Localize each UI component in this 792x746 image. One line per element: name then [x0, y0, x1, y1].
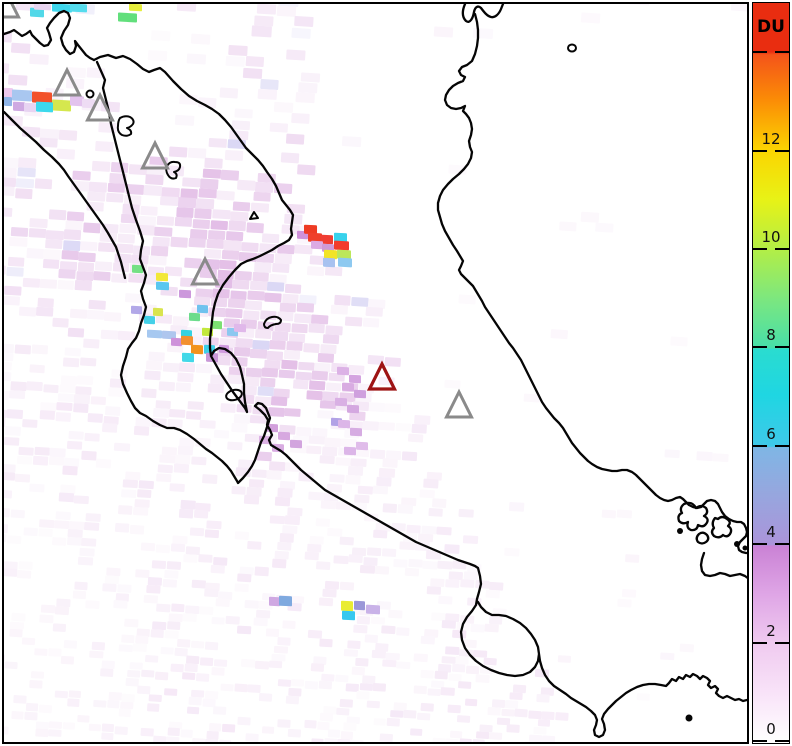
colorbar-units-label: DU — [757, 17, 785, 37]
raster-tile — [390, 743, 403, 744]
lakelet-ring — [85, 89, 95, 99]
raster-tile — [403, 743, 416, 744]
colorbar-tick — [775, 444, 789, 447]
lagoon-ring — [225, 388, 243, 402]
colorbar-tick-label: 8 — [766, 326, 776, 345]
colorbar-tick — [775, 641, 789, 644]
raster-tile — [271, 743, 284, 744]
colorbar-tick — [775, 346, 789, 349]
coastline-east-coast — [436, 12, 747, 555]
raster-tile — [2, 124, 3, 135]
raster-tile — [2, 567, 3, 576]
colorbar-tick — [753, 51, 767, 54]
colorbar-tick — [775, 51, 789, 54]
colorbar-tick — [753, 149, 767, 152]
coastline-gulf-northwest — [4, 9, 96, 62]
colorbar-tick — [753, 248, 767, 250]
colorbar-tick — [753, 346, 767, 349]
volcano-marker-icon — [190, 255, 220, 286]
colorbar-tick — [775, 248, 789, 250]
colorbar: DU 12 10 8 6 4 2 0 — [752, 2, 790, 744]
raster-tile — [512, 742, 525, 744]
colorbar-tick — [753, 543, 767, 546]
islet — [742, 545, 747, 551]
coastline-overlay — [4, 4, 747, 739]
raster-tile — [524, 741, 538, 742]
coastline-mainland-strait — [4, 110, 127, 280]
map-panel — [2, 2, 749, 744]
islet-ring — [567, 43, 577, 53]
lake-triangle — [249, 211, 259, 220]
colorbar-tick-label: 10 — [761, 228, 781, 246]
lake-bean — [263, 315, 282, 329]
lake-hook — [165, 160, 182, 180]
coastline-southeast-shore — [699, 551, 747, 579]
lake-north — [116, 115, 135, 137]
colorbar-tick-label: 12 — [761, 129, 781, 148]
colorbar-tick — [775, 543, 789, 546]
colorbar-tick-label: 2 — [766, 621, 776, 640]
islet — [685, 714, 693, 722]
islet — [677, 528, 683, 534]
coastline-west-coast — [95, 60, 747, 739]
colorbar-tick — [753, 740, 767, 742]
colorbar-tick-label: 4 — [766, 523, 776, 542]
coastline-east-coast-top-notch — [461, 4, 505, 23]
volcano-marker-icon — [444, 388, 474, 419]
colorbar-tick — [775, 740, 789, 742]
volcano-marker-active-icon — [366, 360, 398, 391]
colorbar-tick-label: 0 — [766, 720, 776, 738]
colorbar-tick-label: 6 — [766, 424, 776, 443]
coastline-peninsula-knot-b — [710, 515, 733, 539]
volcano-marker-icon — [85, 91, 115, 122]
volcano-marker-icon — [140, 139, 170, 170]
colorbar-tick — [775, 149, 789, 152]
volcano-marker-icon — [52, 66, 82, 97]
coastline-peninsula-knot-c — [695, 531, 710, 545]
volcano-marker-icon — [4, 4, 21, 19]
colorbar-tick — [753, 641, 767, 644]
colorbar-gradient — [753, 3, 789, 743]
coastline-peninsula-knot-a — [677, 501, 709, 532]
coastline-island-outline — [92, 53, 295, 414]
colorbar-tick — [753, 444, 767, 447]
islet — [734, 541, 740, 547]
